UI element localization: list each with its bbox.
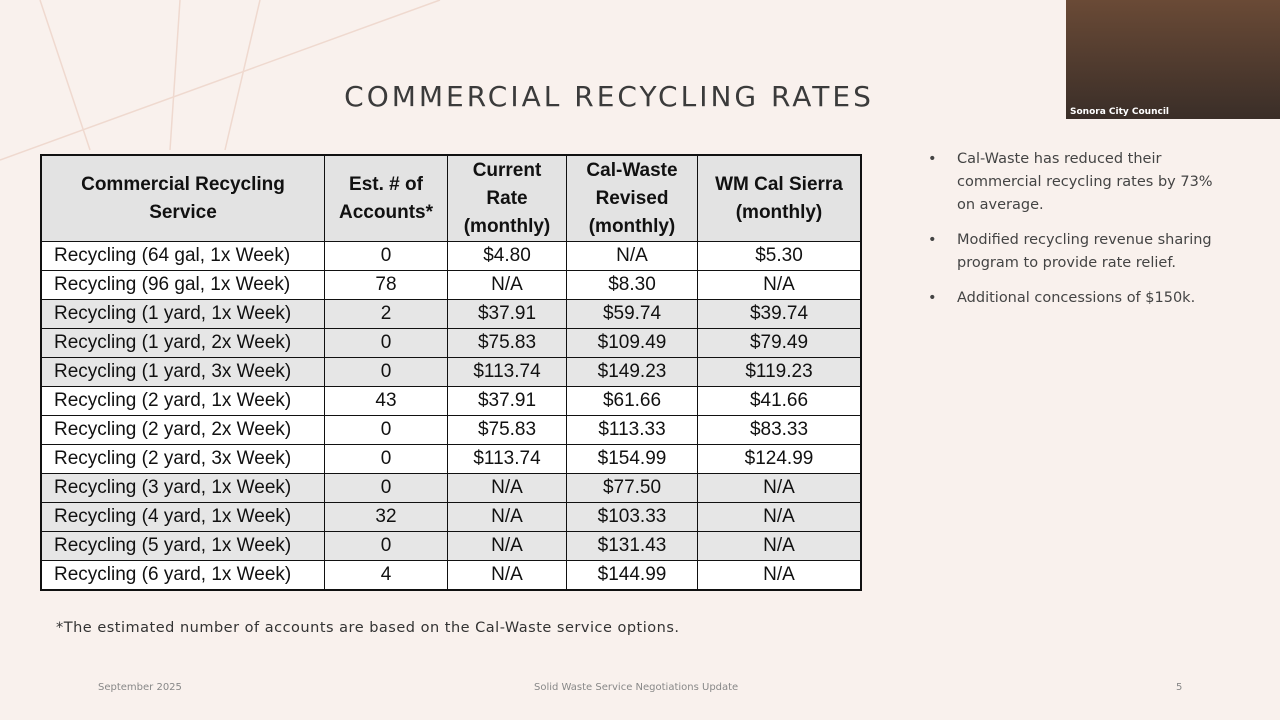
table-cell: Recycling (4 yard, 1x Week) bbox=[40, 502, 325, 532]
table-cell: $59.74 bbox=[566, 299, 698, 329]
page-number: 5 bbox=[1176, 682, 1183, 693]
table-cell: Recycling (1 yard, 1x Week) bbox=[40, 299, 325, 329]
table-cell: 0 bbox=[324, 241, 448, 271]
table-cell: $109.49 bbox=[566, 328, 698, 358]
table-cell: Recycling (5 yard, 1x Week) bbox=[40, 531, 325, 561]
table-cell: 2 bbox=[324, 299, 448, 329]
table-cell: 32 bbox=[324, 502, 448, 532]
table-row: Recycling (2 yard, 2x Week) 0 $75.83 $113.3… bbox=[40, 415, 862, 445]
column-header: Est. # of Accounts* bbox=[324, 154, 448, 242]
table-row: Recycling (1 yard, 3x Week) 0 $113.74 $149.… bbox=[40, 357, 862, 387]
rate-table: Commercial Recycling Service Est. # of Ac… bbox=[40, 154, 862, 591]
table-cell: $113.74 bbox=[447, 357, 567, 387]
table-cell: N/A bbox=[447, 531, 567, 561]
table-row: Recycling (96 gal, 1x Week) 78 N/A $8.30 N/A bbox=[40, 270, 862, 300]
table-row: Recycling (5 yard, 1x Week) 0 N/A $131.43 N/… bbox=[40, 531, 862, 561]
table-cell: $5.30 bbox=[697, 241, 862, 271]
table-cell: 43 bbox=[324, 386, 448, 416]
table-cell: Recycling (1 yard, 3x Week) bbox=[40, 357, 325, 387]
table-cell: N/A bbox=[447, 560, 567, 591]
bullet-list: Cal-Waste has reduced their commercial r… bbox=[928, 148, 1228, 322]
table-cell: 0 bbox=[324, 328, 448, 358]
table-cell: $124.99 bbox=[697, 444, 862, 474]
table-cell: $39.74 bbox=[697, 299, 862, 329]
table-cell: $113.74 bbox=[447, 444, 567, 474]
table-cell: N/A bbox=[697, 531, 862, 561]
table-cell: 0 bbox=[324, 444, 448, 474]
table-cell: N/A bbox=[697, 270, 862, 300]
table-cell: 0 bbox=[324, 357, 448, 387]
table-cell: Recycling (96 gal, 1x Week) bbox=[40, 270, 325, 300]
footer-date: September 2025 bbox=[98, 682, 182, 693]
table-cell: $83.33 bbox=[697, 415, 862, 445]
table-row: Recycling (2 yard, 1x Week) 43 $37.91 $61.6… bbox=[40, 386, 862, 416]
table-cell: $61.66 bbox=[566, 386, 698, 416]
table-cell: 0 bbox=[324, 415, 448, 445]
table-cell: $119.23 bbox=[697, 357, 862, 387]
table-row: Recycling (4 yard, 1x Week) 32 N/A $103.33 N… bbox=[40, 502, 862, 532]
table-row: Recycling (6 yard, 1x Week) 4 N/A $144.99 N/… bbox=[40, 560, 862, 591]
table-cell: 0 bbox=[324, 531, 448, 561]
bullet: Additional concessions of $150k. bbox=[928, 287, 1228, 310]
video-caption: Sonora City Council bbox=[1070, 107, 1169, 117]
header-row: Commercial Recycling Service Est. # of Ac… bbox=[40, 154, 862, 242]
table-cell: Recycling (64 gal, 1x Week) bbox=[40, 241, 325, 271]
table-row: Recycling (2 yard, 3x Week) 0 $113.74 $154.… bbox=[40, 444, 862, 474]
table-cell: $144.99 bbox=[566, 560, 698, 591]
table-cell: N/A bbox=[447, 473, 567, 503]
table-cell: $79.49 bbox=[697, 328, 862, 358]
table-row: Recycling (64 gal, 1x Week) 0 $4.80 N/A $5.3… bbox=[40, 241, 862, 271]
footer-title: Solid Waste Service Negotiations Update bbox=[534, 682, 739, 693]
table-cell: $37.91 bbox=[447, 299, 567, 329]
table-cell: $103.33 bbox=[566, 502, 698, 532]
table-cell: N/A bbox=[566, 241, 698, 271]
column-header: Current Rate (monthly) bbox=[447, 154, 567, 242]
table-cell: N/A bbox=[697, 502, 862, 532]
table-cell: $113.33 bbox=[566, 415, 698, 445]
table-cell: Recycling (2 yard, 1x Week) bbox=[40, 386, 325, 416]
table-cell: Recycling (1 yard, 2x Week) bbox=[40, 328, 325, 358]
bullet: Cal-Waste has reduced their commercial r… bbox=[928, 148, 1228, 217]
table-cell: $149.23 bbox=[566, 357, 698, 387]
table-cell: Recycling (6 yard, 1x Week) bbox=[40, 560, 325, 591]
column-header: Commercial Recycling Service bbox=[40, 154, 325, 242]
table-cell: $75.83 bbox=[447, 328, 567, 358]
table-cell: 0 bbox=[324, 473, 448, 503]
column-header: WM Cal Sierra (monthly) bbox=[697, 154, 862, 242]
table-cell: $4.80 bbox=[447, 241, 567, 271]
video-thumbnail: Sonora City Council bbox=[1066, 0, 1280, 119]
table-cell: $41.66 bbox=[697, 386, 862, 416]
bullet: Modified recycling revenue sharing progr… bbox=[928, 229, 1228, 275]
table-row: Recycling (3 yard, 1x Week) 0 N/A $77.50 N/A bbox=[40, 473, 862, 503]
table-cell: $75.83 bbox=[447, 415, 567, 445]
table-cell: Recycling (2 yard, 2x Week) bbox=[40, 415, 325, 445]
table-cell: N/A bbox=[697, 473, 862, 503]
table-cell: $154.99 bbox=[566, 444, 698, 474]
column-header: Cal-Waste Revised (monthly) bbox=[566, 154, 698, 242]
table-cell: $37.91 bbox=[447, 386, 567, 416]
table-cell: $77.50 bbox=[566, 473, 698, 503]
table-row: Recycling (1 yard, 1x Week) 2 $37.91 $59.74… bbox=[40, 299, 862, 329]
table-cell: 4 bbox=[324, 560, 448, 591]
table-cell: N/A bbox=[447, 502, 567, 532]
table-cell: Recycling (3 yard, 1x Week) bbox=[40, 473, 325, 503]
table-cell: N/A bbox=[447, 270, 567, 300]
table-cell: Recycling (2 yard, 3x Week) bbox=[40, 444, 325, 474]
table-row: Recycling (1 yard, 2x Week) 0 $75.83 $109.4… bbox=[40, 328, 862, 358]
table-cell: $131.43 bbox=[566, 531, 698, 561]
slide-title: COMMERCIAL RECYCLING RATES bbox=[344, 80, 874, 113]
table-cell: N/A bbox=[697, 560, 862, 591]
table-cell: 78 bbox=[324, 270, 448, 300]
table-cell: $8.30 bbox=[566, 270, 698, 300]
footnote: *The estimated number of accounts are ba… bbox=[56, 620, 680, 636]
